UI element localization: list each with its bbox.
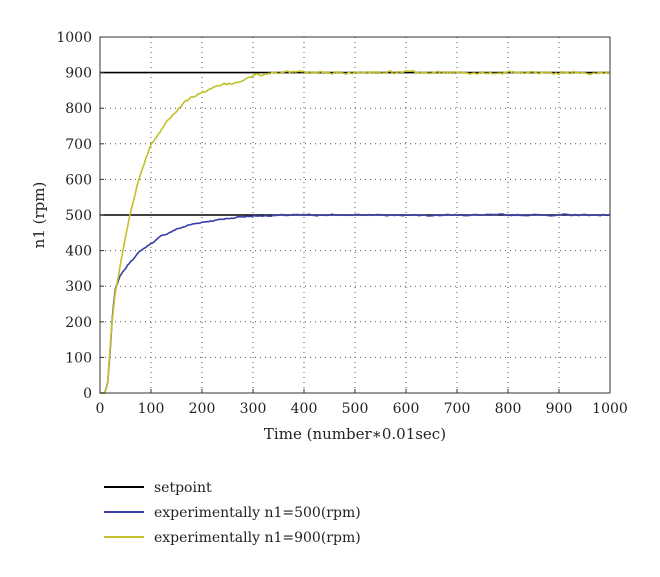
x-tick-label: 700 xyxy=(444,401,471,417)
series-line-n1-500 xyxy=(100,213,610,394)
y-tick-label: 1000 xyxy=(56,30,92,46)
y-tick-label: 500 xyxy=(65,208,92,224)
y-tick-label: 800 xyxy=(65,101,92,117)
legend-label-n1-900: experimentally n1=900(rpm) xyxy=(154,530,361,546)
x-tick-label: 600 xyxy=(393,401,420,417)
legend-label-n1-500: experimentally n1=500(rpm) xyxy=(154,505,361,521)
legend: setpoint experimentally n1=500(rpm) expe… xyxy=(104,480,361,546)
x-axis-title: Time (number∗0.01sec) xyxy=(264,425,446,443)
x-tick-label: 500 xyxy=(342,401,369,417)
x-tick-label: 800 xyxy=(495,401,522,417)
legend-label-setpoint: setpoint xyxy=(154,480,212,496)
series-lines xyxy=(100,69,610,394)
y-tick-label: 900 xyxy=(65,66,92,82)
x-tick-label: 200 xyxy=(189,401,216,417)
x-tick-label: 0 xyxy=(96,401,105,417)
y-tick-label: 0 xyxy=(83,386,92,402)
y-tick-label: 700 xyxy=(65,137,92,153)
y-tick-labels: 0 100 200 300 400 500 600 700 800 900 1000 xyxy=(56,30,104,402)
series-line-n1-900 xyxy=(100,69,610,394)
y-tick-label: 200 xyxy=(65,315,92,331)
x-tick-label: 300 xyxy=(240,401,267,417)
y-tick-label: 100 xyxy=(65,350,92,366)
y-tick-label: 600 xyxy=(65,172,92,188)
x-tick-labels: 0 100 200 300 400 500 600 700 800 900 1000 xyxy=(96,389,628,417)
x-tick-label: 1000 xyxy=(592,401,628,417)
y-tick-label: 300 xyxy=(65,279,92,295)
x-tick-label: 900 xyxy=(546,401,573,417)
y-tick-label: 400 xyxy=(65,244,92,260)
x-tick-label: 400 xyxy=(291,401,318,417)
y-axis-title: n1 (rpm) xyxy=(30,182,48,249)
x-tick-label: 100 xyxy=(138,401,165,417)
